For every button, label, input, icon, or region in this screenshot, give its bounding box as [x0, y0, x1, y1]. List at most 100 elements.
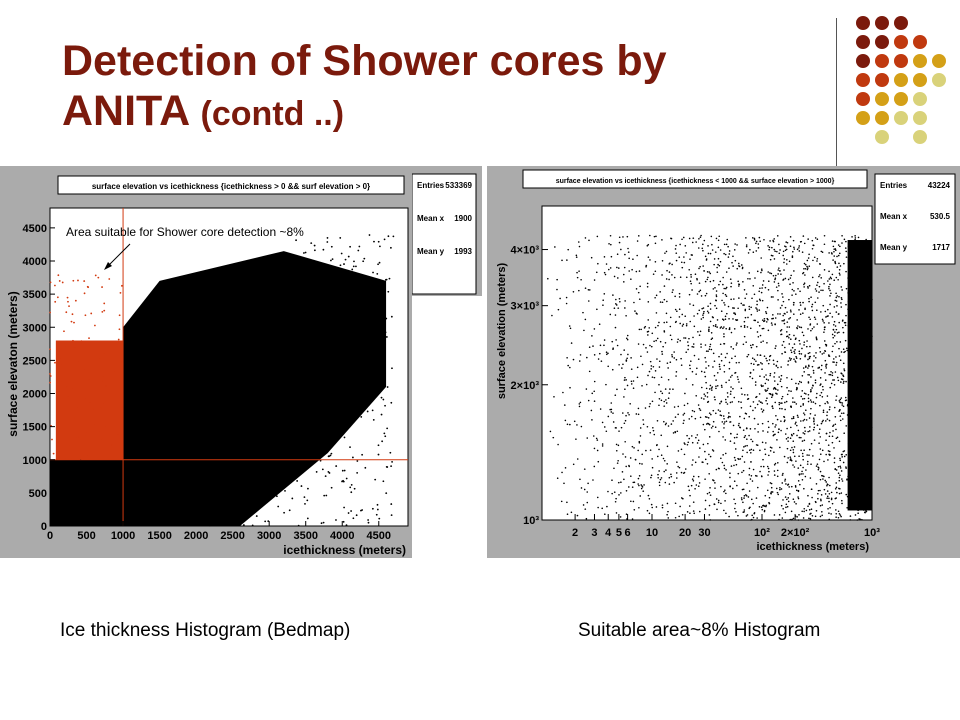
data-point: [647, 374, 649, 377]
data-point: [615, 339, 617, 341]
data-point: [692, 480, 695, 482]
data-point: [615, 443, 618, 446]
data-point: [120, 361, 123, 363]
data-point: [245, 478, 248, 480]
data-point: [839, 457, 841, 460]
data-point: [821, 251, 824, 254]
data-point: [270, 356, 272, 359]
data-point: [667, 367, 669, 369]
data-point: [644, 407, 647, 409]
data-point: [78, 496, 80, 499]
chart-left-ylabel: surface elevaton (meters): [6, 291, 20, 436]
data-point: [167, 407, 170, 410]
data-point: [750, 306, 752, 309]
data-point: [843, 432, 845, 435]
data-point: [792, 498, 795, 501]
data-point: [78, 428, 81, 431]
data-point: [737, 307, 739, 310]
data-point: [769, 446, 772, 449]
data-point: [310, 361, 312, 364]
data-point: [862, 481, 864, 483]
data-point: [833, 457, 836, 459]
data-point: [782, 254, 785, 257]
data-point: [850, 354, 852, 357]
data-point: [712, 324, 715, 327]
data-point: [774, 347, 777, 350]
data-point: [835, 482, 838, 484]
data-point: [794, 485, 797, 487]
data-point: [258, 279, 261, 282]
data-point: [300, 485, 303, 487]
data-point: [763, 238, 765, 241]
data-point: [834, 248, 837, 250]
data-point: [322, 248, 325, 251]
data-point: [618, 430, 620, 432]
data-point: [863, 453, 866, 456]
data-point: [700, 343, 702, 345]
data-point: [691, 464, 693, 466]
data-point: [647, 334, 649, 336]
data-point: [753, 358, 756, 361]
data-point: [135, 460, 138, 462]
data-point: [261, 362, 264, 364]
data-point: [365, 289, 368, 292]
data-point: [76, 436, 79, 439]
data-point: [854, 328, 857, 331]
data-point: [761, 327, 764, 330]
data-point: [697, 331, 699, 333]
data-point: [844, 324, 847, 327]
data-point: [781, 293, 783, 295]
data-point: [775, 487, 778, 490]
data-point: [620, 248, 622, 251]
data-point: [654, 391, 656, 394]
data-point: [837, 278, 839, 281]
data-point: [810, 407, 812, 410]
data-point: [819, 436, 822, 438]
data-point: [850, 327, 852, 329]
data-point: [689, 494, 691, 497]
data-point: [833, 279, 836, 282]
data-point: [709, 272, 712, 275]
data-point: [768, 248, 770, 251]
data-point: [607, 490, 609, 493]
data-point: [765, 312, 768, 315]
data-point: [734, 243, 736, 245]
data-point: [803, 413, 806, 416]
data-point: [270, 485, 273, 488]
data-point: [70, 320, 73, 323]
data-point: [836, 295, 838, 297]
data-point: [678, 256, 681, 258]
data-point: [290, 300, 293, 302]
data-point: [690, 435, 693, 437]
data-point: [856, 324, 859, 327]
data-point: [187, 492, 189, 495]
data-point: [675, 472, 678, 474]
data-point: [608, 268, 610, 271]
data-point: [753, 237, 756, 240]
data-point: [681, 266, 684, 269]
data-point: [780, 366, 782, 368]
data-point: [821, 395, 824, 398]
data-point: [789, 245, 792, 248]
data-point: [615, 497, 617, 500]
data-point: [353, 286, 356, 289]
data-point: [638, 298, 641, 300]
data-point: [556, 477, 559, 480]
data-point: [720, 384, 723, 387]
data-point: [722, 283, 724, 286]
data-point: [846, 349, 848, 352]
data-point: [857, 401, 860, 403]
data-point: [642, 419, 644, 421]
data-point: [868, 478, 871, 480]
data-point: [686, 402, 689, 405]
data-point: [809, 323, 812, 325]
data-point: [651, 376, 654, 378]
decor-dot-grid: [848, 14, 948, 154]
data-point: [73, 321, 75, 324]
data-point: [839, 459, 842, 462]
data-point: [390, 401, 393, 404]
data-point: [839, 467, 842, 469]
data-point: [117, 434, 120, 437]
data-point: [799, 483, 801, 486]
data-point: [690, 484, 693, 487]
